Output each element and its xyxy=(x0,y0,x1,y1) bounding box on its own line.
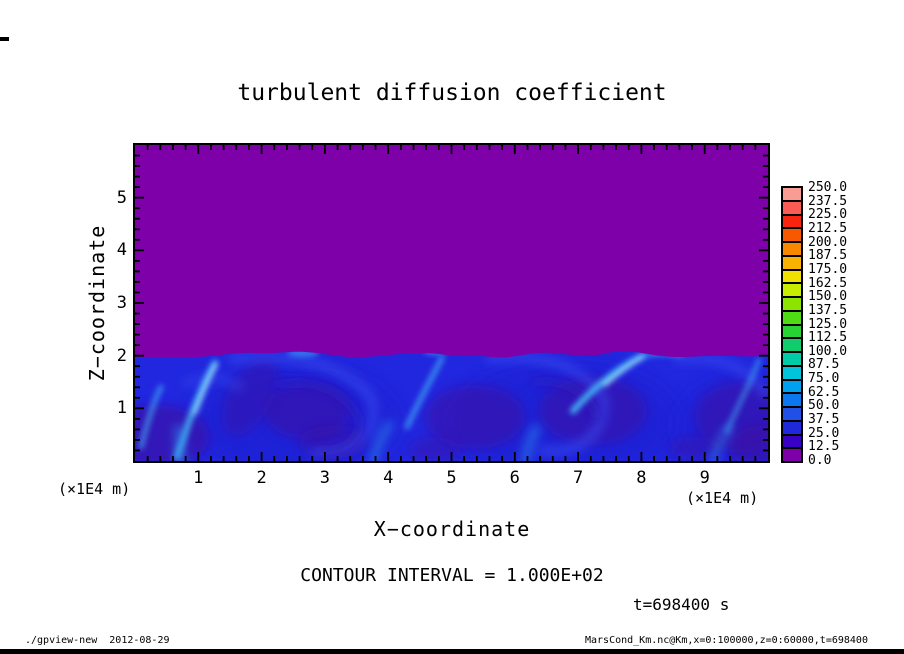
plot-title: turbulent diffusion coefficient xyxy=(237,80,667,106)
z-tick-label-3: 3 xyxy=(116,293,127,313)
axis-ticks xyxy=(135,145,768,461)
plot-frame xyxy=(133,143,770,463)
colorbar-label-125.0: 125.0 xyxy=(808,316,848,332)
colorbar-box-62.5-75.0 xyxy=(783,380,801,393)
colorbar-box-0.0-12.5 xyxy=(783,449,801,461)
colorbar-box-12.5-25.0 xyxy=(783,435,801,448)
colorbar-label-87.5: 87.5 xyxy=(808,357,840,373)
x-tick-label-1: 1 xyxy=(193,468,204,488)
footer-dataset-text: MarsCond_Km.nc@Km,x=0:100000,z=0:60000,t… xyxy=(585,635,868,646)
colorbar-box-137.5-150.0 xyxy=(783,298,801,310)
colorbar-label-162.5: 162.5 xyxy=(808,275,848,291)
x-tick-label-8: 8 xyxy=(636,468,647,488)
colorbar-box-112.5-125.0 xyxy=(783,325,801,338)
colorbar-box-100.0-112.5 xyxy=(783,339,801,351)
colorbar-label-12.5: 12.5 xyxy=(808,439,840,455)
colorbar xyxy=(781,186,803,463)
colorbar-label-37.5: 37.5 xyxy=(808,412,840,428)
x-tick-label-7: 7 xyxy=(572,468,584,488)
footer-command-text: ./gpview-new 2012-08-29 xyxy=(25,635,170,646)
z-tick-label-5: 5 xyxy=(116,187,127,208)
x-axis-title: X−coordinate xyxy=(373,517,531,541)
colorbar-box-37.5-50.0 xyxy=(783,408,801,420)
x-axis-unit-label: (×1E4 m) xyxy=(686,489,759,507)
colorbar-box-150.0-162.5 xyxy=(783,284,801,296)
colorbar-box-200.0-212.5 xyxy=(783,229,801,241)
x-tick-label-3: 3 xyxy=(319,468,331,488)
x-tick-label-9: 9 xyxy=(699,468,710,488)
turbulent-eddy-art xyxy=(135,350,768,461)
colorbar-label-150.0: 150.0 xyxy=(808,289,848,305)
time-stamp: t=698400 s xyxy=(633,595,730,614)
colorbar-label-200.0: 200.0 xyxy=(808,234,848,250)
colorbar-label-175.0: 175.0 xyxy=(808,261,848,277)
colorbar-label-187.5: 187.5 xyxy=(808,248,848,264)
colorbar-box-25.0-37.5 xyxy=(783,421,801,434)
colorbar-box-175.0-187.5 xyxy=(783,256,801,269)
colorbar-box-87.5-100.0 xyxy=(783,353,801,365)
colorbar-label-137.5: 137.5 xyxy=(808,302,848,318)
colorbar-label-237.5: 237.5 xyxy=(808,193,848,209)
colorbar-box-212.5-225.0 xyxy=(783,215,801,228)
colorbar-box-125.0-137.5 xyxy=(783,311,801,324)
colorbar-label-25.0: 25.0 xyxy=(808,425,840,441)
page-margin-mark xyxy=(0,37,9,41)
colorbar-label-62.5: 62.5 xyxy=(808,384,840,400)
x-tick-label-5: 5 xyxy=(446,468,457,488)
bottom-rule xyxy=(0,649,904,654)
z-tick-label-4: 4 xyxy=(116,240,127,261)
z-tick-label-2: 2 xyxy=(116,345,127,366)
colorbar-box-237.5-250.0 xyxy=(783,188,801,200)
colorbar-label-225.0: 225.0 xyxy=(808,207,848,223)
colorbar-label-75.0: 75.0 xyxy=(808,371,840,387)
colorbar-box-162.5-175.0 xyxy=(783,270,801,283)
colorbar-box-187.5-200.0 xyxy=(783,243,801,255)
z-tick-label-1: 1 xyxy=(116,398,127,419)
colorbar-label-0.0: 0.0 xyxy=(808,453,832,468)
colorbar-label-100.0: 100.0 xyxy=(808,343,848,359)
colorbar-box-75.0-87.5 xyxy=(783,366,801,379)
colorbar-label-112.5: 112.5 xyxy=(808,330,848,346)
x-tick-label-6: 6 xyxy=(509,468,520,488)
contour-interval-note: CONTOUR INTERVAL = 1.000E+02 xyxy=(300,565,604,586)
colorbar-box-50.0-62.5 xyxy=(783,394,801,406)
x-tick-label-4: 4 xyxy=(383,468,394,488)
x-tick-label-2: 2 xyxy=(256,468,267,488)
colorbar-label-250.0: 250.0 xyxy=(808,180,848,195)
colorbar-box-225.0-237.5 xyxy=(783,201,801,214)
contour-field xyxy=(135,145,768,461)
colorbar-label-50.0: 50.0 xyxy=(808,398,840,414)
z-axis-unit-label: (×1E4 m) xyxy=(58,480,131,498)
colorbar-label-212.5: 212.5 xyxy=(808,220,848,236)
z-axis-title: Z−coordinate xyxy=(85,224,109,382)
